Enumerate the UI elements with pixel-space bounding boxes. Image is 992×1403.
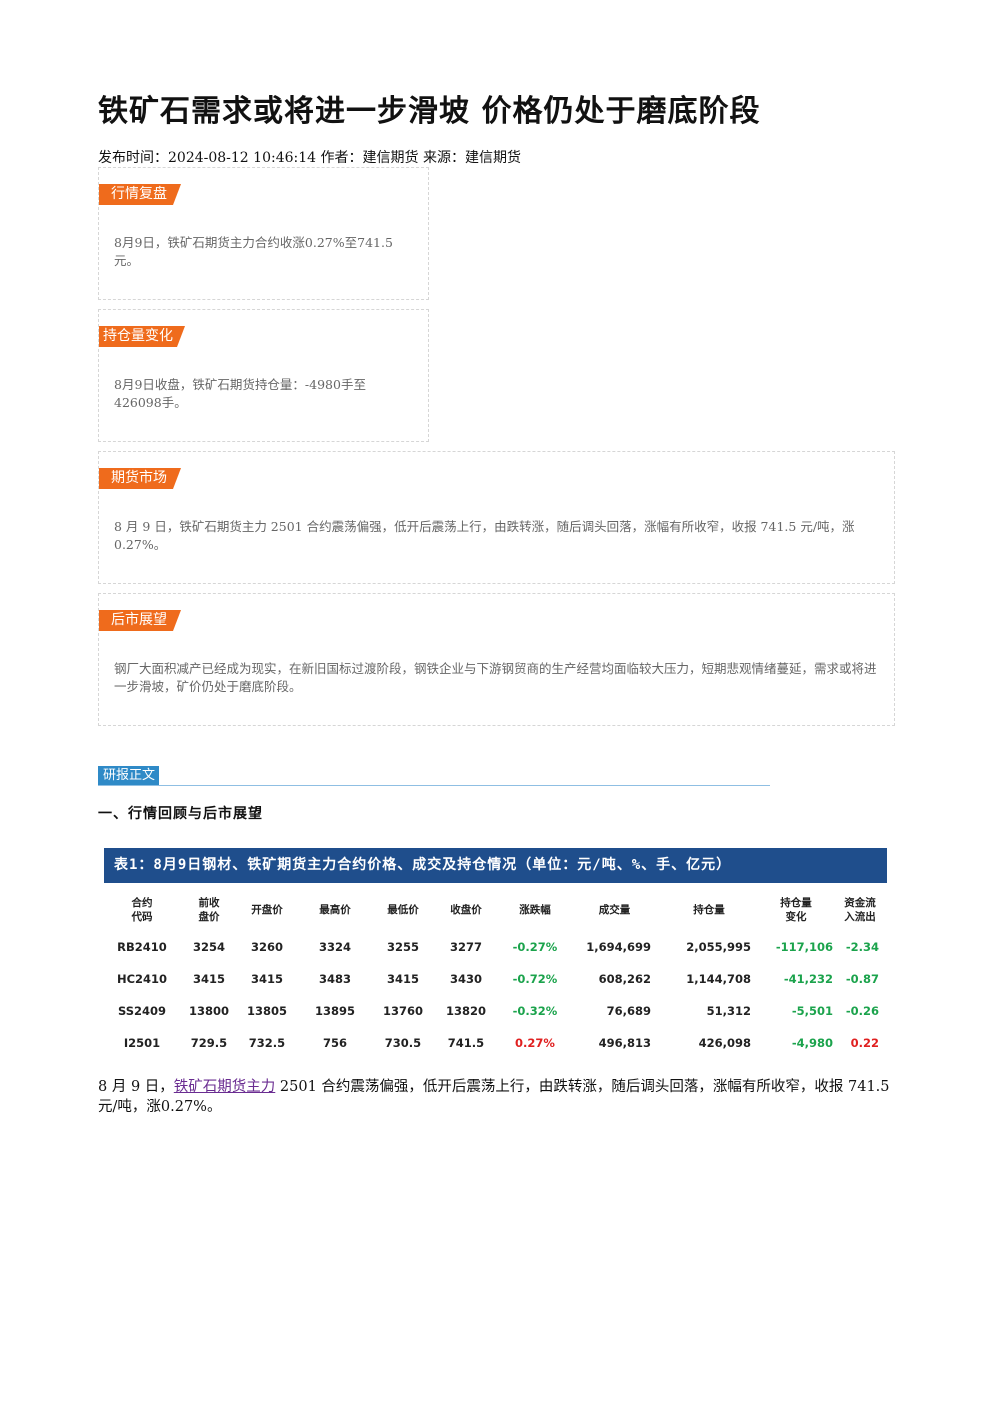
review-tag: 行情复盘 bbox=[99, 184, 181, 205]
article-meta: 发布时间：2024-08-12 10:46:14 作者：建信期货 来源：建信期货 bbox=[98, 150, 521, 166]
col-open: 开盘价 bbox=[251, 904, 283, 916]
col-oi-change: 持仓量 变化 bbox=[780, 897, 812, 923]
iron-ore-main-contract-link[interactable]: 铁矿石期货主力 bbox=[173, 1079, 276, 1095]
section-divider bbox=[98, 785, 770, 786]
col-volume: 成交量 bbox=[598, 904, 631, 916]
col-low: 最低价 bbox=[387, 904, 419, 916]
col-code: 合约 代码 bbox=[131, 897, 153, 923]
body-suffix: 2501 合约震荡偏强，低开后震荡上行，由跌转涨，随后调头回落，涨幅有所收窄，收… bbox=[98, 1079, 890, 1115]
article-title: 铁矿石需求或将进一步滑坡 价格仍处于磨底阶段 bbox=[98, 94, 761, 129]
futures-table: 合约 代码 前收 盘价 开盘价 最高价 最低价 收盘价 涨跌幅 成交量 持仓量 持仓… bbox=[104, 889, 887, 1059]
col-high: 最高价 bbox=[319, 904, 351, 916]
col-open-interest: 持仓量 bbox=[693, 904, 725, 916]
table-row: I2501 729.5 732.5 756 730.5 741.5 0.27% … bbox=[123, 1036, 879, 1050]
outlook-text: 钢厂大面积减产已经成为现实，在新旧国标过渡阶段，钢铁企业与下游钢贸商的生产经营均… bbox=[114, 661, 877, 694]
body-paragraph: 8 月 9 日，铁矿石期货主力 2501 合约震荡偏强，低开后震荡上行，由跌转涨… bbox=[98, 1077, 894, 1117]
col-prev-close: 前收 盘价 bbox=[198, 897, 220, 923]
review-box: 行情复盘 8月9日，铁矿石期货主力合约收涨0.27%至741.5元。 bbox=[98, 167, 429, 300]
table-row: RB2410 3254 3260 3324 3255 3277 -0.27% 1… bbox=[117, 940, 879, 954]
futures-market-tag: 期货市场 bbox=[99, 468, 181, 489]
table-header-row: 合约 代码 前收 盘价 开盘价 最高价 最低价 收盘价 涨跌幅 成交量 持仓量 持仓… bbox=[104, 889, 887, 931]
outlook-box: 后市展望 钢厂大面积减产已经成为现实，在新旧国标过渡阶段，钢铁企业与下游钢贸商的… bbox=[98, 593, 895, 726]
open-interest-text: 8月9日收盘，铁矿石期货持仓量：-4980手至426098手。 bbox=[114, 377, 366, 410]
report-body-tab: 研报正文 bbox=[98, 766, 160, 786]
col-close: 收盘价 bbox=[450, 904, 482, 916]
review-text: 8月9日，铁矿石期货主力合约收涨0.27%至741.5元。 bbox=[114, 235, 393, 268]
table-row: SS2409 13800 13805 13895 13760 13820 -0.… bbox=[117, 1004, 879, 1018]
futures-market-text: 8 月 9 日，铁矿石期货主力 2501 合约震荡偏强，低开后震荡上行，由跌转涨… bbox=[114, 519, 855, 552]
futures-market-box: 期货市场 8 月 9 日，铁矿石期货主力 2501 合约震荡偏强，低开后震荡上行… bbox=[98, 451, 895, 584]
col-fund-flow: 资金流 入流出 bbox=[844, 897, 876, 923]
outlook-tag: 后市展望 bbox=[99, 610, 181, 631]
open-interest-box: 持仓量变化 8月9日收盘，铁矿石期货持仓量：-4980手至426098手。 bbox=[98, 309, 429, 442]
section-heading: 一、行情回顾与后市展望 bbox=[98, 806, 263, 822]
open-interest-tag: 持仓量变化 bbox=[99, 326, 185, 347]
table-row: HC2410 3415 3415 3483 3415 3430 -0.72% 6… bbox=[116, 972, 879, 986]
table-title: 表1：8月9日钢材、铁矿期货主力合约价格、成交及持仓情况（单位：元/吨、%、手、… bbox=[104, 848, 887, 883]
body-prefix: 8 月 9 日， bbox=[98, 1079, 174, 1095]
col-change: 涨跌幅 bbox=[519, 904, 551, 916]
